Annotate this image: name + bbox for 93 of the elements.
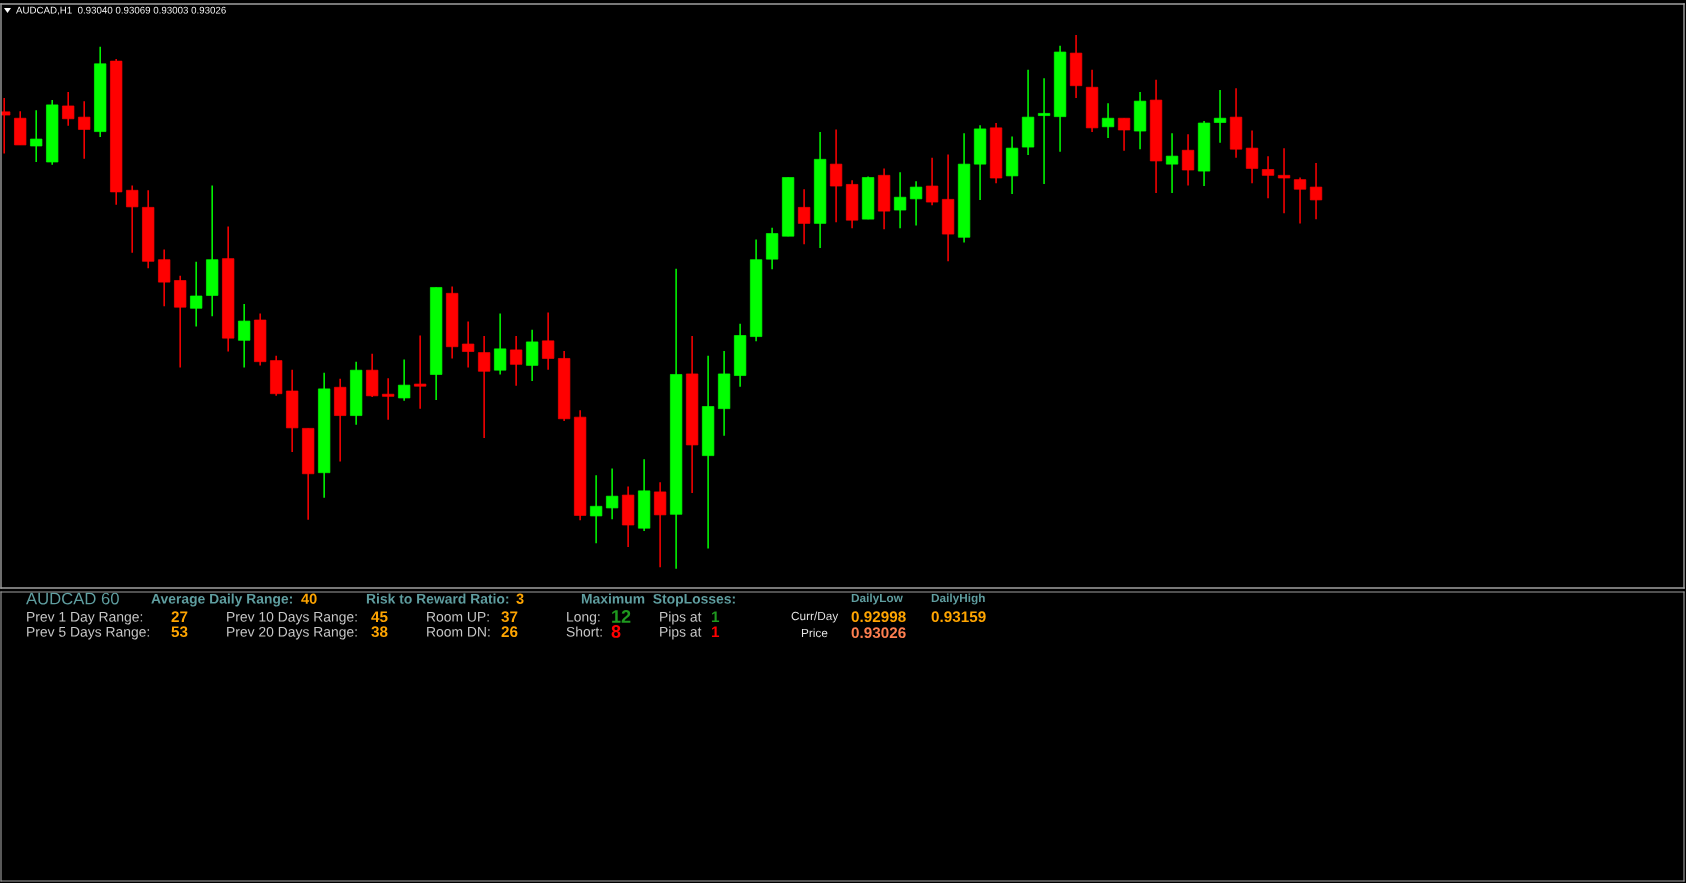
candlestick bbox=[909, 180, 923, 227]
candlestick bbox=[398, 358, 411, 402]
candlestick bbox=[893, 171, 907, 229]
text: 0.93026 bbox=[851, 627, 906, 639]
text: 27 bbox=[171, 611, 188, 622]
candlestick bbox=[590, 474, 603, 544]
candlestick bbox=[238, 303, 251, 369]
text: Prev 10 Days Range: bbox=[227, 611, 357, 625]
candlestick bbox=[574, 409, 587, 521]
text: Price bbox=[801, 628, 828, 638]
text: 0.92998 bbox=[851, 611, 906, 623]
text: 38 bbox=[371, 626, 388, 638]
candlestick bbox=[638, 458, 651, 532]
candlestick bbox=[798, 188, 811, 245]
candlestick bbox=[845, 179, 859, 229]
text: Prev 1 Day Range: bbox=[27, 612, 143, 625]
candlestick bbox=[877, 167, 891, 231]
candlestick bbox=[750, 238, 763, 343]
candlestick bbox=[254, 312, 267, 367]
candlestick bbox=[478, 335, 491, 439]
text: DailyLow bbox=[851, 593, 903, 605]
text: 37 bbox=[501, 611, 518, 623]
candlestick bbox=[558, 350, 571, 422]
candlestick bbox=[861, 175, 875, 220]
text: Prev 20 Days Range: bbox=[227, 626, 357, 640]
text: 3 bbox=[516, 593, 524, 604]
text: 45 bbox=[371, 611, 388, 623]
text: Long: bbox=[567, 612, 600, 625]
candlestick bbox=[526, 328, 539, 382]
text: Curr/Day bbox=[791, 611, 839, 623]
text: Short: bbox=[566, 626, 602, 637]
candlestick bbox=[270, 355, 283, 397]
text: 40 bbox=[301, 593, 317, 604]
candlestick bbox=[734, 322, 747, 388]
text: Prev 5 Days Range: bbox=[27, 627, 150, 640]
candlestick bbox=[430, 286, 443, 401]
candlestick bbox=[510, 335, 523, 387]
candlestick bbox=[78, 100, 91, 160]
candlestick bbox=[142, 189, 155, 270]
text: Maximum StopLosses: bbox=[581, 593, 735, 607]
text: Pips at bbox=[660, 626, 702, 640]
candlestick bbox=[286, 368, 299, 453]
candlestick bbox=[670, 268, 683, 570]
text: 12 bbox=[612, 610, 631, 623]
text: 1 bbox=[711, 626, 720, 637]
text: 53 bbox=[171, 626, 188, 638]
candlestick bbox=[110, 58, 123, 206]
candlestick bbox=[126, 184, 139, 254]
candlestick bbox=[462, 320, 475, 369]
candlestick bbox=[1309, 162, 1323, 220]
candlestick bbox=[1165, 132, 1179, 194]
text: 0.93159 bbox=[931, 611, 986, 623]
candlestick bbox=[829, 128, 843, 224]
candlestick bbox=[302, 427, 315, 521]
candlestick bbox=[414, 334, 427, 410]
candlestick bbox=[446, 285, 459, 360]
chart-title: AUDCAD,H1 0.93040 0.93069 0.93003 0.93026 bbox=[16, 6, 226, 15]
candlestick bbox=[813, 131, 827, 249]
candlestick bbox=[206, 184, 219, 318]
text: 26 bbox=[501, 626, 518, 638]
candlestick bbox=[702, 355, 715, 550]
candlestick bbox=[94, 45, 107, 138]
candlestick bbox=[382, 377, 395, 421]
candlestick bbox=[62, 91, 75, 127]
candlestick bbox=[782, 176, 795, 237]
candlestick bbox=[686, 335, 699, 494]
text: Risk to Reward Ratio: bbox=[366, 593, 509, 604]
candlestick bbox=[30, 109, 43, 163]
candlestick bbox=[350, 360, 363, 426]
text: DailyHigh bbox=[931, 593, 985, 605]
candlestick bbox=[14, 110, 27, 146]
candlestick bbox=[766, 226, 779, 271]
text: 8 bbox=[611, 625, 621, 638]
candlestick bbox=[318, 372, 331, 499]
candlestick bbox=[334, 377, 347, 463]
text: AUDCAD 60 bbox=[26, 592, 119, 605]
candlestick bbox=[542, 311, 555, 371]
candlestick bbox=[494, 312, 507, 376]
candlestick bbox=[622, 485, 635, 548]
text: Pips at bbox=[660, 611, 702, 625]
candlestick bbox=[718, 350, 731, 437]
text: Room UP: bbox=[427, 612, 489, 622]
candlestick bbox=[174, 274, 187, 369]
candlestick bbox=[222, 225, 235, 353]
candlestick bbox=[190, 261, 203, 328]
candlestick bbox=[1277, 147, 1291, 215]
candlestick bbox=[158, 248, 171, 307]
candlestick bbox=[46, 99, 59, 166]
text: Average Daily Range: bbox=[151, 593, 292, 607]
text: 1 bbox=[711, 611, 720, 622]
candlestick bbox=[606, 467, 619, 520]
candlestick bbox=[654, 481, 667, 568]
text: Room DN: bbox=[427, 627, 490, 637]
